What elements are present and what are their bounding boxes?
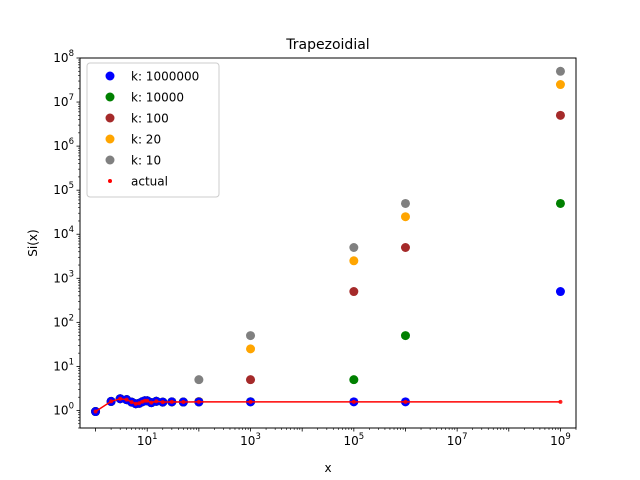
legend: k: 1000000 k: 10000 k: 100 k: 20 k: 10 actual	[86, 62, 220, 198]
point-k-20	[246, 344, 256, 354]
point-actual	[133, 401, 138, 406]
point-actual	[558, 399, 563, 404]
point-k-100	[246, 375, 256, 385]
point-actual	[403, 399, 408, 404]
point-k-20	[400, 212, 410, 222]
point-k-10	[555, 66, 565, 76]
x-axis-label: x	[324, 461, 331, 475]
point-actual	[169, 399, 174, 404]
y-tick-label: 107	[53, 93, 74, 109]
x-tick-label: 101	[137, 432, 158, 448]
y-tick-label: 102	[53, 313, 74, 329]
point-actual	[129, 400, 134, 405]
point-actual	[118, 396, 123, 401]
point-k-10	[194, 375, 204, 385]
axes-frame	[79, 57, 577, 429]
point-k-100	[349, 287, 359, 297]
point-actual	[351, 399, 356, 404]
legend-marker	[105, 71, 115, 81]
point-k-10000	[555, 198, 565, 208]
y-tick-label: 106	[53, 137, 74, 153]
legend-label: k: 1000000	[131, 70, 199, 84]
legend-box	[86, 62, 220, 198]
y-tick-label: 105	[53, 181, 74, 197]
legend-marker	[105, 134, 115, 144]
legend-label: k: 10000	[131, 91, 184, 105]
point-actual	[196, 399, 201, 404]
x-tick-label: 105	[343, 432, 364, 448]
point-k-20	[349, 256, 359, 266]
plot-area	[91, 66, 565, 417]
point-k-10000	[349, 375, 359, 385]
legend-marker	[105, 113, 115, 123]
legend-marker	[108, 179, 112, 183]
y-tick-label: 103	[53, 269, 74, 285]
point-k-100	[400, 243, 410, 252]
point-k-10	[400, 198, 410, 208]
y-axis-label: Si(x)	[26, 229, 40, 256]
point-actual	[154, 399, 159, 404]
legend-label: actual	[131, 175, 168, 189]
point-actual	[145, 398, 150, 403]
x-tick-label: 109	[550, 432, 571, 448]
legend-marker	[105, 155, 115, 165]
x-tick-label: 107	[447, 432, 468, 448]
point-k-10	[246, 331, 256, 341]
point-actual	[181, 400, 186, 405]
y-tick-label: 108	[53, 49, 74, 65]
point-actual	[109, 399, 114, 404]
point-actual	[137, 401, 142, 406]
legend-label: k: 20	[131, 133, 161, 147]
point-k-100	[555, 110, 565, 120]
point-actual	[248, 399, 253, 404]
point-actual	[149, 400, 154, 405]
point-k-10000	[400, 331, 410, 341]
point-k-20	[555, 80, 565, 90]
chart-title: Trapezoidial	[285, 37, 369, 53]
y-tick-label: 104	[53, 225, 74, 241]
point-k-1000000	[555, 287, 565, 297]
point-actual	[93, 409, 98, 414]
point-k-10	[349, 243, 359, 252]
legend-label: k: 10	[131, 154, 161, 168]
axis-ticks: 101 103 105 107 109 100 101 102 103 104 105 106 107 1…	[53, 49, 577, 448]
y-tick-label: 101	[53, 357, 74, 373]
x-tick-label: 103	[240, 432, 261, 448]
legend-marker	[105, 92, 115, 102]
legend-label: k: 100	[131, 112, 169, 126]
y-tick-label: 100	[53, 401, 74, 417]
point-actual	[124, 397, 129, 402]
point-actual	[160, 400, 165, 405]
